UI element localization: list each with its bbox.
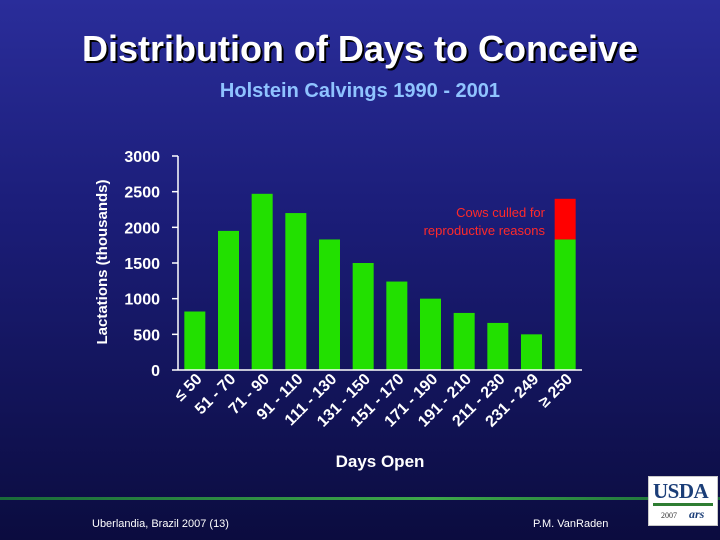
ars-logo-text: ars bbox=[689, 507, 705, 521]
footer-location: Uberlandia, Brazil 2007 (13) bbox=[92, 518, 229, 530]
y-tick-label: 500 bbox=[133, 327, 160, 344]
bar bbox=[251, 193, 273, 370]
usda-logo: USDA 2007 ars bbox=[648, 476, 718, 526]
bar bbox=[218, 230, 239, 370]
bar bbox=[184, 311, 206, 370]
y-tick-label: 1000 bbox=[124, 292, 160, 309]
y-axis-label: Lactations (thousands) bbox=[94, 179, 111, 344]
bar bbox=[285, 213, 307, 370]
bar bbox=[420, 298, 441, 370]
bar bbox=[352, 263, 374, 370]
bar bbox=[319, 239, 340, 370]
footer-author: P.M. VanRaden bbox=[533, 518, 609, 530]
y-tick-label: 2500 bbox=[124, 185, 160, 202]
annotation-line-2: reproductive reasons bbox=[424, 223, 546, 238]
usda-logo-year: 2007 bbox=[661, 511, 677, 520]
bar bbox=[386, 281, 408, 370]
x-axis-label: Days Open bbox=[336, 452, 425, 471]
x-tick-label: ≥ 250 bbox=[536, 371, 576, 411]
y-tick-label: 2000 bbox=[124, 220, 160, 237]
bar bbox=[521, 334, 542, 370]
footer-divider bbox=[0, 497, 720, 500]
annotation-line-1: Cows culled for bbox=[456, 205, 546, 220]
page-subtitle: Holstein Calvings 1990 - 2001 bbox=[219, 80, 501, 102]
usda-logo-bar bbox=[653, 503, 713, 506]
bar bbox=[554, 239, 576, 370]
y-tick-label: 0 bbox=[151, 363, 160, 380]
y-tick-label: 1500 bbox=[124, 256, 160, 273]
page-title: Distribution of Days to Conceive bbox=[81, 28, 639, 69]
bar bbox=[453, 312, 475, 370]
y-tick-label: 3000 bbox=[124, 149, 160, 166]
usda-logo-text: USDA bbox=[653, 479, 709, 503]
bar bbox=[487, 322, 509, 370]
bar-culled-segment bbox=[554, 198, 576, 240]
